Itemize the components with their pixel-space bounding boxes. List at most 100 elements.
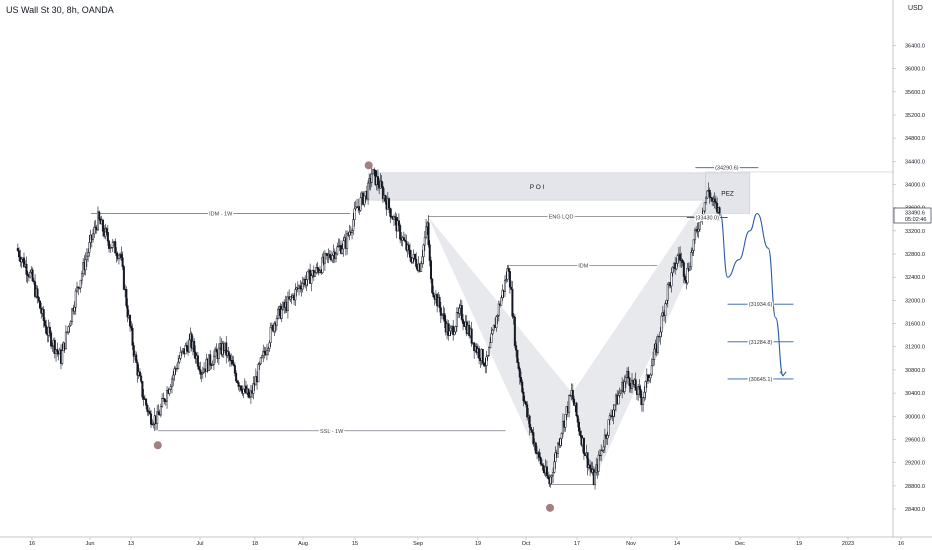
candle-body: [265, 350, 268, 356]
y-tick-label: 35600.0: [905, 90, 925, 96]
candle-body: [617, 395, 620, 405]
x-tick-label: Aug: [298, 541, 308, 547]
candle-body: [211, 364, 214, 366]
candle-body: [718, 207, 721, 214]
candle-body: [310, 275, 313, 284]
candle-body: [650, 365, 653, 376]
candle-body: [22, 257, 25, 267]
candle-body: [606, 435, 609, 439]
candle-body: [299, 285, 302, 289]
candle-body: [388, 198, 391, 209]
candle-body: [458, 307, 461, 314]
candle-body: [346, 233, 349, 249]
candle-body: [348, 231, 351, 236]
y-tick-label: 32800.0: [905, 252, 925, 258]
y-tick-label: 36400.0: [905, 43, 925, 49]
y-tick-label: 29600.0: [905, 437, 925, 443]
candle-body: [161, 398, 164, 407]
candle-body: [263, 350, 266, 354]
candle-body: [275, 318, 278, 326]
candle-body: [628, 377, 631, 386]
candle-body: [575, 402, 578, 417]
candle-body: [321, 256, 324, 273]
candle-body: [231, 360, 234, 365]
candle-body: [185, 345, 188, 348]
chart-title: US Wall St 30, 8h, OANDA: [6, 5, 114, 15]
candle-body: [301, 283, 304, 290]
candle-body: [32, 280, 35, 283]
candle-body: [601, 449, 604, 451]
candle-body: [177, 361, 180, 369]
candle-body: [415, 258, 418, 267]
candle-body: [603, 434, 606, 448]
candle-body: [714, 201, 717, 204]
y-tick-label: 28800.0: [905, 484, 925, 490]
candle-body: [335, 253, 338, 259]
x-tick-label: 19: [475, 541, 481, 547]
candle-body: [692, 239, 695, 251]
candle-body: [196, 355, 199, 367]
candle-body: [201, 372, 204, 374]
candle-body: [199, 369, 202, 375]
candle-body: [159, 406, 162, 416]
level-label: IDM: [578, 264, 589, 270]
candle-body: [236, 380, 239, 383]
pivot-marker: [153, 441, 162, 450]
candle-body: [331, 255, 334, 261]
candle-body: [627, 371, 630, 379]
zone-rect: [705, 172, 751, 214]
candle-body: [491, 329, 494, 335]
candle-body: [142, 396, 145, 400]
candle-body: [74, 290, 77, 308]
candle-body: [589, 464, 592, 469]
candle-body: [503, 279, 506, 292]
candle-body: [215, 348, 218, 353]
candle-body: [277, 308, 280, 319]
candle-body: [539, 457, 542, 465]
candle-body: [342, 240, 345, 250]
x-tick-label: 2023: [842, 541, 854, 547]
candle-body: [597, 454, 600, 472]
candle-body: [198, 366, 201, 370]
candle-body: [381, 186, 384, 199]
candle-body: [212, 355, 215, 365]
candle-body: [553, 461, 556, 473]
candle-body: [166, 390, 169, 402]
candle-body: [489, 342, 492, 349]
candle-body: [363, 195, 366, 205]
candle-body: [106, 232, 109, 242]
candle-body: [217, 347, 220, 360]
candle-body: [682, 262, 685, 277]
candle-body: [618, 392, 621, 396]
candle-body: [643, 391, 646, 398]
candle-body: [439, 307, 442, 316]
pattern-triangle: [427, 216, 573, 483]
candle-body: [559, 438, 562, 446]
candle-body: [29, 271, 32, 278]
candle-body: [184, 345, 187, 355]
candle-body: [179, 351, 182, 359]
x-tick-label: Jul: [196, 541, 203, 547]
candle-body: [43, 320, 46, 327]
candle-body: [214, 348, 217, 357]
x-tick-label: Jun: [86, 541, 95, 547]
candle-body: [569, 395, 572, 397]
candle-body: [163, 398, 166, 403]
y-tick-label: 29200.0: [905, 461, 925, 467]
candle-body: [286, 296, 289, 312]
candle-body: [432, 292, 435, 297]
candle-body: [623, 381, 626, 392]
candle-body: [397, 220, 400, 226]
candle-body: [237, 382, 240, 387]
level-label: ENG LQD: [549, 214, 574, 220]
candle-body: [53, 340, 56, 354]
candle-body: [706, 190, 709, 199]
candle-body: [175, 368, 178, 370]
candle-body: [259, 357, 262, 364]
candle-body: [513, 316, 516, 346]
candle-body: [512, 316, 515, 318]
candle-body: [659, 331, 662, 337]
level-label: SSL - 1W: [320, 429, 344, 435]
